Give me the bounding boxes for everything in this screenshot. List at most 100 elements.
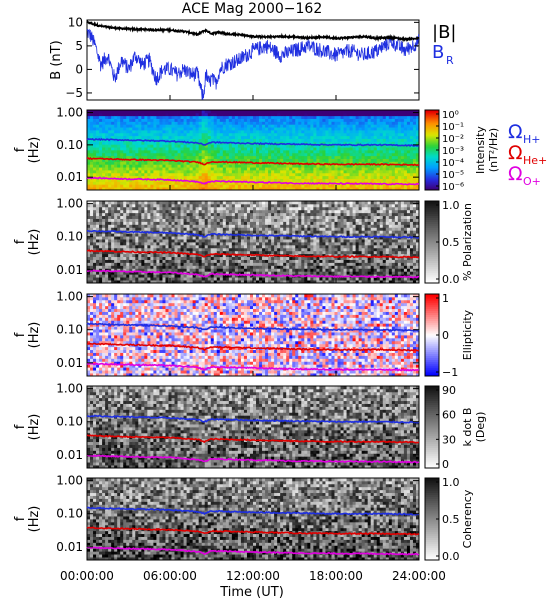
heatmap-cell [274,215,278,219]
heatmap-cell [105,124,109,128]
heatmap-cell [213,132,218,137]
heatmap-cell [361,167,366,171]
heatmap-cell [207,110,212,114]
heatmap-cell [195,201,200,205]
heatmap-cell [216,170,221,174]
heatmap-cell [135,268,139,272]
heatmap-cell [228,268,233,272]
heatmap-cell [225,253,230,258]
heatmap-cell [228,178,233,182]
heatmap-cell [334,161,338,165]
heatmap-cell [349,115,353,119]
heatmap-cell [99,172,103,177]
heatmap-cell [123,152,127,157]
heatmap-cell [132,112,136,117]
heatmap-cell [265,271,269,275]
heatmap-cell [243,121,248,125]
heatmap-cell [147,175,151,179]
heatmap-cell [262,150,266,154]
heatmap-cell [144,130,148,134]
heatmap-cell [228,181,233,185]
heatmap-cell [168,172,172,177]
heatmap-cell [195,124,200,128]
heatmap-cell [126,127,130,131]
heatmap-cell [403,178,408,182]
heatmap-cell [265,221,269,225]
heatmap-cell [120,268,124,272]
heatmap-cell [219,152,224,157]
heatmap-cell [207,150,212,154]
heatmap-cell [346,167,350,171]
heatmap-cell [349,152,353,157]
heatmap-cell [349,167,353,171]
heatmap-cell [201,253,206,258]
heatmap-cell [295,184,299,188]
heatmap-cell [256,175,260,179]
heatmap-cell [159,256,163,260]
colorbar-step [425,140,439,143]
heatmap-cell [141,147,145,151]
heatmap-cell [397,184,402,188]
heatmap-cell [90,259,94,263]
heatmap-cell [201,172,206,177]
heatmap-cell [114,112,118,117]
heatmap-cell [204,164,209,168]
heatmap-cell [346,118,350,122]
heatmap-cell [355,172,360,177]
heatmap-cell [174,147,178,151]
heatmap-cell [156,280,160,284]
heatmap-cell [337,158,341,162]
heatmap-cell [234,274,239,278]
heatmap-cell [141,274,145,278]
heatmap-cell [165,184,169,188]
heatmap-cell [120,124,124,128]
heatmap-cell [156,244,160,249]
heatmap-cell [231,127,236,131]
heatmap-cell [144,170,148,174]
heatmap-cell [210,170,215,174]
heatmap-cell [322,112,326,117]
heatmap-cell [99,124,103,128]
heatmap-cell [337,152,341,157]
heatmap-cell [120,209,124,214]
heatmap-cell [144,215,148,219]
heatmap-cell [249,144,254,148]
heatmap-cell [219,187,224,191]
heatmap-cell [370,181,375,185]
heatmap-cell [102,118,106,122]
heatmap-cell [295,112,299,117]
heatmap-cell [129,244,133,249]
heatmap-cell [147,147,151,151]
heatmap-cell [90,155,94,159]
heatmap-cell [231,138,236,142]
heatmap-cell [198,184,203,188]
heatmap-cell [111,271,115,275]
heatmap-cell [213,124,218,128]
heatmap-cell [231,184,236,188]
heatmap-cell [265,155,269,159]
heatmap-cell [231,277,236,281]
heatmap-cell [262,206,266,211]
heatmap-cell [138,224,142,228]
heatmap-cell [168,218,172,222]
heatmap-cell [189,121,194,125]
heatmap-cell [114,259,118,263]
heatmap-cell [192,212,197,217]
heatmap-cell [243,118,248,122]
heatmap-cell [346,150,350,154]
heatmap-cell [234,155,239,159]
heatmap-cell [156,170,160,174]
heatmap-cell [132,277,136,281]
heatmap-cell [352,175,357,179]
heatmap-cell [99,265,103,269]
heatmap-cell [243,218,248,222]
heatmap-cell [144,150,148,154]
heatmap-cell [346,155,350,159]
heatmap-cell [99,259,103,263]
heatmap-cell [192,262,197,266]
heatmap-cell [207,118,212,122]
heatmap-cell [165,172,169,177]
heatmap-cell [403,130,408,134]
heatmap-cell [186,244,191,249]
heatmap-cell [237,118,242,122]
